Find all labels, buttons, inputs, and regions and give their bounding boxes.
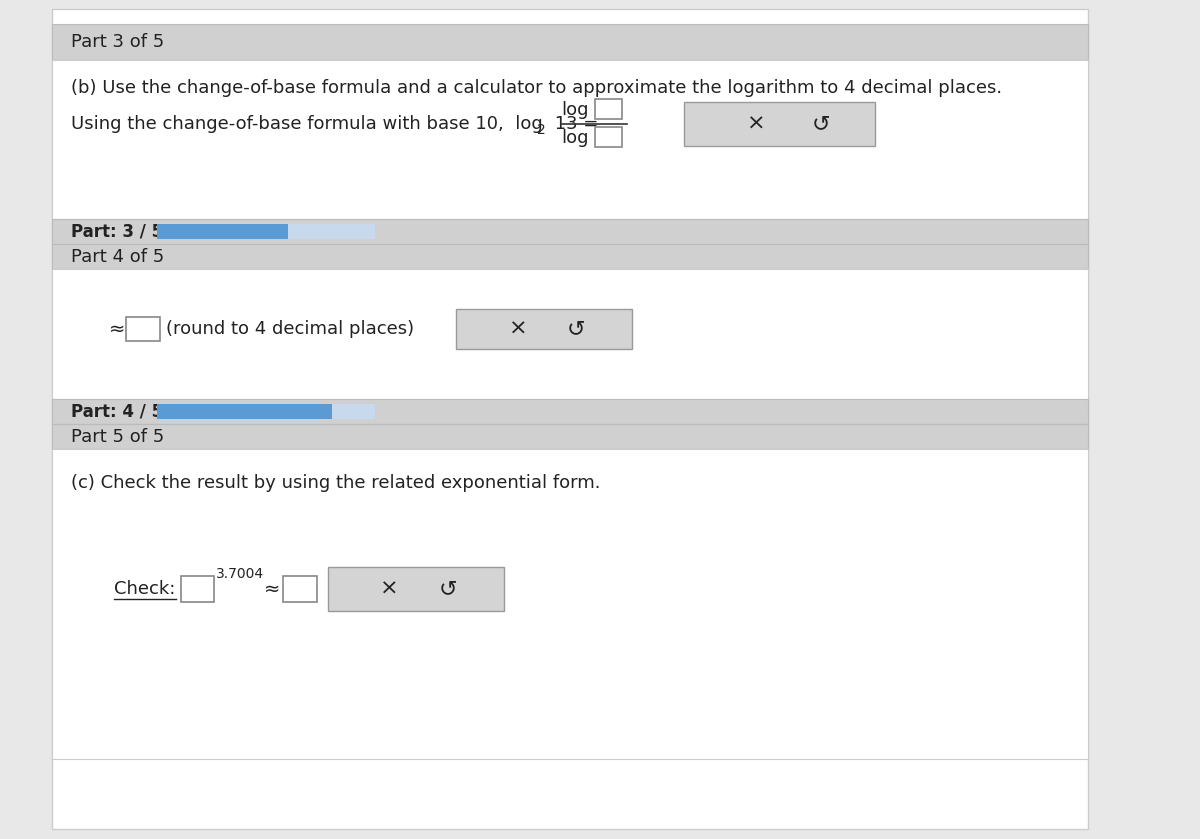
FancyBboxPatch shape — [53, 424, 1088, 449]
Text: (b) Use the change-of-base formula and a calculator to approximate the logarithm: (b) Use the change-of-base formula and a… — [71, 79, 1002, 97]
Text: ↺: ↺ — [566, 319, 586, 339]
FancyBboxPatch shape — [283, 576, 317, 602]
FancyBboxPatch shape — [157, 404, 376, 419]
FancyBboxPatch shape — [126, 317, 160, 341]
FancyBboxPatch shape — [53, 449, 1088, 759]
Text: 13 =: 13 = — [548, 115, 598, 133]
Text: Part 5 of 5: Part 5 of 5 — [71, 428, 164, 446]
FancyBboxPatch shape — [595, 99, 622, 119]
FancyBboxPatch shape — [157, 404, 331, 419]
Text: ×: × — [748, 114, 766, 134]
Text: ×: × — [380, 579, 398, 599]
FancyBboxPatch shape — [53, 399, 1088, 424]
FancyBboxPatch shape — [684, 102, 875, 146]
Text: Using the change-of-base formula with base 10,  log: Using the change-of-base formula with ba… — [71, 115, 544, 133]
Text: (round to 4 decimal places): (round to 4 decimal places) — [167, 320, 414, 338]
FancyBboxPatch shape — [328, 567, 504, 611]
Text: log: log — [560, 129, 588, 147]
FancyBboxPatch shape — [53, 269, 1088, 399]
Text: Part 3 of 5: Part 3 of 5 — [71, 33, 164, 51]
FancyBboxPatch shape — [53, 24, 1088, 60]
Text: 3.7004: 3.7004 — [216, 567, 264, 581]
FancyBboxPatch shape — [53, 60, 1088, 219]
Text: log: log — [560, 101, 588, 119]
FancyBboxPatch shape — [595, 127, 622, 147]
FancyBboxPatch shape — [181, 576, 214, 602]
Text: ↺: ↺ — [812, 114, 830, 134]
Text: ×: × — [509, 319, 527, 339]
FancyBboxPatch shape — [157, 224, 376, 239]
Text: Part: 3 / 5: Part: 3 / 5 — [71, 222, 163, 241]
Text: Part: 4 / 5: Part: 4 / 5 — [71, 403, 163, 420]
FancyBboxPatch shape — [53, 219, 1088, 244]
FancyBboxPatch shape — [157, 224, 288, 239]
Text: ≈: ≈ — [109, 320, 126, 338]
Text: (c) Check the result by using the related exponential form.: (c) Check the result by using the relate… — [71, 474, 601, 492]
Text: 2: 2 — [538, 123, 546, 137]
FancyBboxPatch shape — [456, 309, 632, 349]
FancyBboxPatch shape — [53, 9, 1088, 829]
Text: Check:: Check: — [114, 580, 175, 598]
FancyBboxPatch shape — [53, 244, 1088, 269]
Text: ↺: ↺ — [438, 579, 457, 599]
Text: Part 4 of 5: Part 4 of 5 — [71, 248, 164, 265]
Text: ≈: ≈ — [264, 580, 281, 598]
